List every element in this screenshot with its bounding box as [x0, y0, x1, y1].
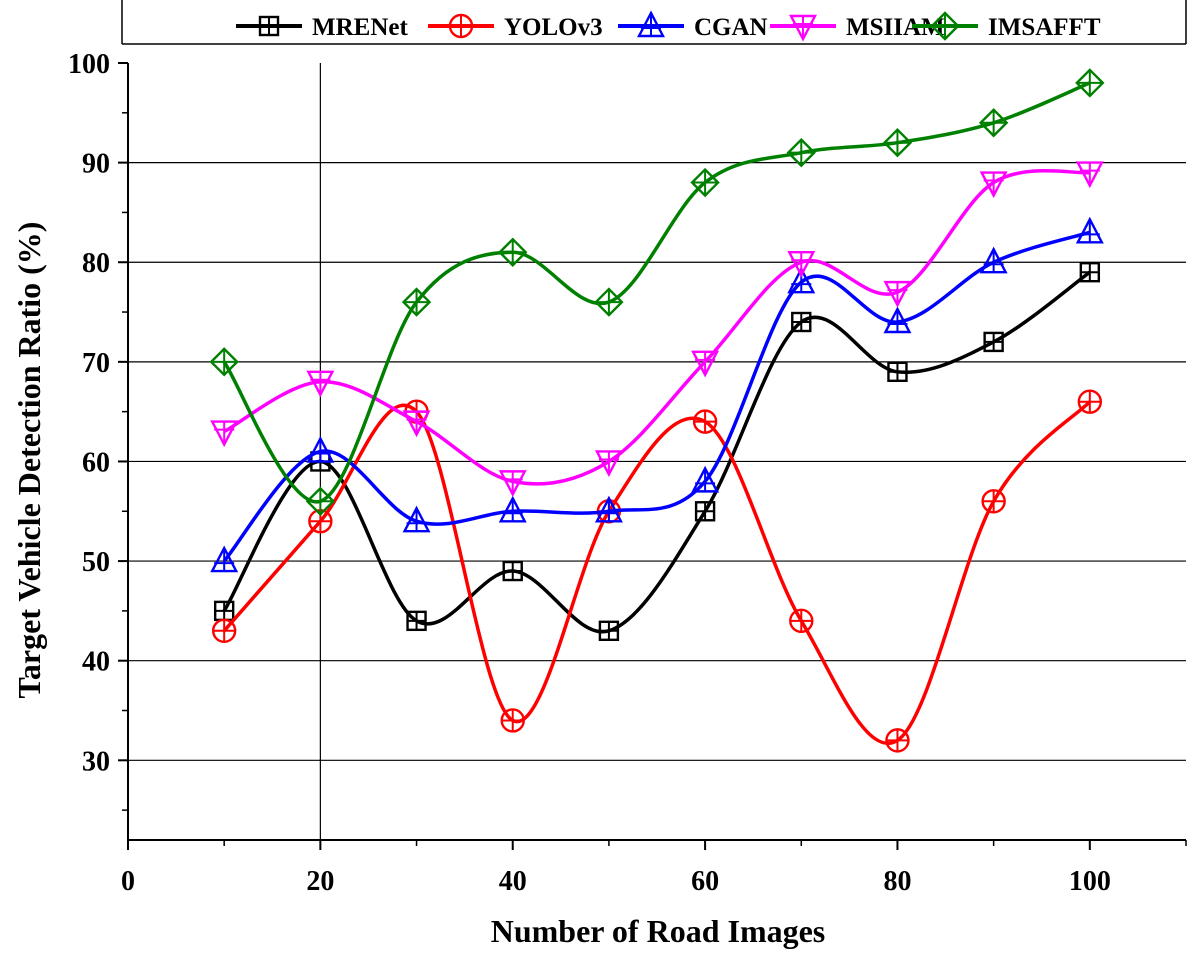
x-tick-label: 100: [1069, 866, 1111, 897]
y-axis-label: Target Vehicle Detection Ratio (%): [11, 222, 47, 699]
legend-marker-msiiam: [789, 14, 817, 42]
legend-label-imsafft: IMSAFFT: [988, 14, 1101, 41]
data-point-yolov3: [211, 618, 237, 644]
data-point-msiiam: [594, 450, 623, 478]
data-point-cgan: [306, 435, 335, 463]
legend-label-cgan: CGAN: [694, 14, 768, 41]
x-axis-label: Number of Road Images: [491, 913, 826, 949]
y-tick-label: 30: [82, 746, 110, 777]
data-point-imsafft: [1075, 68, 1105, 98]
data-point-yolov3: [1077, 389, 1103, 414]
series-line-imsafft: [222, 81, 1091, 504]
series-line-cgan: [222, 230, 1091, 563]
data-point-mrenet: [1079, 261, 1101, 283]
legend: MRENet YOLOv3 CGAN MSIIAM IMSAFFT: [121, 0, 1187, 45]
data-point-mrenet: [502, 560, 523, 582]
data-point-mrenet: [406, 610, 427, 632]
data-point-mrenet: [791, 311, 812, 333]
data-point-cgan: [1075, 216, 1104, 244]
data-point-imsafft: [401, 287, 432, 317]
y-tick-label: 70: [82, 348, 110, 379]
data-point-imsafft: [594, 287, 624, 317]
data-point-yolov3: [789, 608, 814, 634]
legend-label-yolov3: YOLOv3: [504, 14, 603, 41]
data-point-imsafft: [209, 347, 239, 377]
data-point-yolov3: [500, 708, 525, 733]
legend-marker-mrenet: [258, 15, 280, 37]
data-point-imsafft: [978, 108, 1009, 138]
x-tick-label: 40: [499, 866, 527, 897]
series-line-msiiam: [223, 168, 1090, 486]
data-point-msiiam: [883, 280, 912, 308]
data-point-imsafft: [305, 486, 336, 517]
legend-label-mrenet: MRENet: [312, 14, 408, 41]
data-point-msiiam: [691, 350, 720, 378]
data-point-imsafft: [882, 127, 913, 158]
legend-marker-imsafft: [930, 11, 960, 41]
legend-marker-cgan: [637, 10, 665, 38]
data-point-yolov3: [981, 489, 1006, 514]
series-line-mrenet: [222, 270, 1091, 634]
y-tick-label: 40: [82, 647, 110, 678]
data-point-msiiam: [402, 410, 431, 438]
data-point-yolov3: [885, 728, 910, 753]
legend-marker-yolov3: [448, 13, 474, 39]
y-tick-label: 80: [82, 248, 110, 279]
data-point-cgan: [498, 495, 527, 523]
data-point-cgan: [979, 246, 1008, 274]
data-point-imsafft: [690, 167, 720, 198]
data-point-msiiam: [306, 370, 335, 398]
data-point-msiiam: [1075, 161, 1104, 189]
data-point-msiiam: [979, 171, 1008, 199]
data-point-msiiam: [787, 251, 816, 278]
data-point-mrenet: [598, 620, 620, 642]
data-point-cgan: [594, 495, 623, 523]
data-point-mrenet: [983, 331, 1004, 353]
axes: 30 40 50 60 70 80 90 100 0 20 40 60 80 100: [68, 49, 1187, 897]
x-tick-label: 80: [883, 866, 911, 897]
series-group: [209, 68, 1105, 753]
data-point-yolov3: [692, 409, 718, 434]
x-tick-label: 60: [691, 866, 719, 897]
data-point-mrenet: [213, 600, 235, 622]
data-point-cgan: [210, 545, 239, 573]
x-tick-label: 20: [306, 866, 334, 897]
data-point-mrenet: [694, 501, 716, 522]
data-point-cgan: [402, 505, 431, 533]
x-tick-label: 0: [121, 866, 135, 897]
data-point-cgan: [883, 306, 912, 334]
data-point-imsafft: [498, 237, 528, 267]
y-tick-label: 90: [82, 149, 110, 180]
data-point-msiiam: [210, 420, 239, 448]
data-point-msiiam: [498, 470, 527, 497]
data-point-imsafft: [786, 137, 816, 168]
y-tick-label: 100: [68, 49, 110, 80]
data-point-cgan: [691, 465, 720, 493]
data-point-mrenet: [887, 361, 908, 383]
y-tick-label: 60: [82, 447, 110, 478]
y-tick-label: 50: [82, 547, 110, 578]
series-line-yolov3: [222, 400, 1092, 745]
grid-lines: [128, 63, 1186, 840]
